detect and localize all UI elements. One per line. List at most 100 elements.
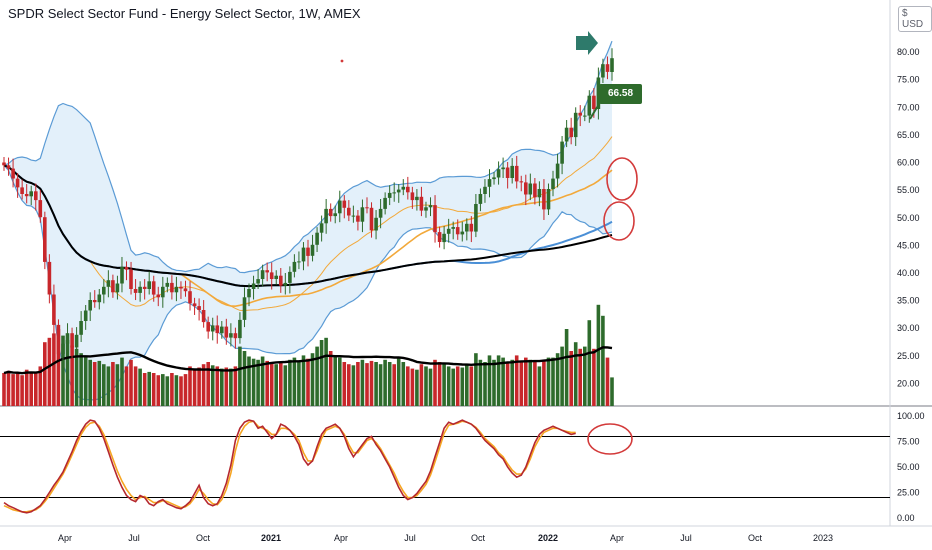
candle-body [401,186,406,190]
volume-bar [455,366,460,406]
price-axis-tick: 40.00 [897,268,920,278]
volume-bar [238,346,242,406]
volume-bar [555,353,560,406]
candle-body [102,286,106,295]
time-axis-tick: Apr [610,533,624,543]
stoch-d-line [3,420,576,513]
volume-bar [514,355,519,406]
chart-title: SPDR Select Sector Fund - Energy Select … [8,6,361,21]
price-axis-tick: 35.00 [897,296,920,306]
candle-body [564,127,569,142]
volume-bar [569,351,573,406]
volume-bar [387,362,392,406]
volume-bar [610,377,614,406]
volume-bar [437,362,442,406]
candle-body [34,191,38,201]
candle-body [29,191,33,197]
volume-bar [288,359,292,406]
volume-bar [328,351,333,406]
volume-bar [487,355,492,406]
volume-bar [106,366,111,406]
volume-bar [188,366,192,406]
stoch-axis-tick: 50.00 [897,462,920,472]
volume-bar [415,369,419,406]
volume-bar [120,357,124,406]
volume-bar [410,368,415,406]
volume-bar [115,364,120,406]
candle-body [333,213,337,217]
volume-bar [124,366,129,406]
candle-body [65,333,70,344]
currency-toggle[interactable]: $ USD [898,6,932,32]
candle-body [11,168,15,179]
volume-bar [333,355,337,406]
volume-bar [351,365,356,406]
volume-bar [251,358,256,406]
volume-bar [469,366,474,406]
volume-bar [560,346,564,406]
currency-prefix: $ [902,8,908,19]
candle-body [192,303,197,307]
volume-bar [419,364,424,406]
volume-bar [338,357,342,406]
volume-bar [20,375,24,406]
candle-body [396,189,401,193]
candle-body [133,289,138,293]
volume-bar [79,353,83,406]
candle-body [537,189,542,198]
candle-body [138,286,142,293]
candle-body [592,95,596,109]
candle-body [469,223,474,232]
volume-bar [533,362,537,406]
candle-body [342,200,347,208]
candle-body [38,200,43,218]
volume-bar [460,367,465,406]
volume-bar [34,373,38,406]
candle-body [533,183,537,198]
bollinger-fill [4,41,612,401]
volume-bar [274,364,278,406]
candle-body [551,178,555,190]
candle-body [256,279,260,284]
volume-bar [347,364,351,406]
stoch-k-line [3,419,576,514]
candle-body [374,217,378,231]
candle-body [297,261,301,263]
candle-body [501,167,505,170]
volume-bar [546,357,551,406]
volume-bar [474,353,478,406]
volume-bar [52,333,56,406]
volume-bar [406,366,410,406]
candle-body [170,282,174,293]
volume-bar [242,351,247,406]
candle-body [392,192,396,194]
volume-bar [583,346,587,406]
volume-bar [165,376,170,406]
arrow-marker-icon [576,31,598,55]
candle-body [224,326,229,338]
volume-bar [15,373,20,406]
volume-bar [83,356,88,406]
volume-bar [360,359,365,406]
candle-body [124,266,129,270]
volume-bar [587,320,592,406]
candle-body [292,261,297,272]
candle-body [83,310,88,321]
candle-body [587,95,592,116]
candle-body [546,189,551,210]
candle-body [387,192,392,198]
volume-bar [306,358,310,406]
volume-bar [542,359,546,406]
candle-body [15,178,20,188]
volume-bar [111,362,115,406]
volume-bar [310,353,315,406]
volume-bar [596,304,601,406]
candle-body [161,286,165,298]
candle-body [70,333,74,348]
sma-black-line [3,164,613,288]
price-axis-tick: 20.00 [897,378,920,388]
volume-bar [573,342,578,406]
candle-body [142,286,147,289]
volume-bar [342,362,347,406]
